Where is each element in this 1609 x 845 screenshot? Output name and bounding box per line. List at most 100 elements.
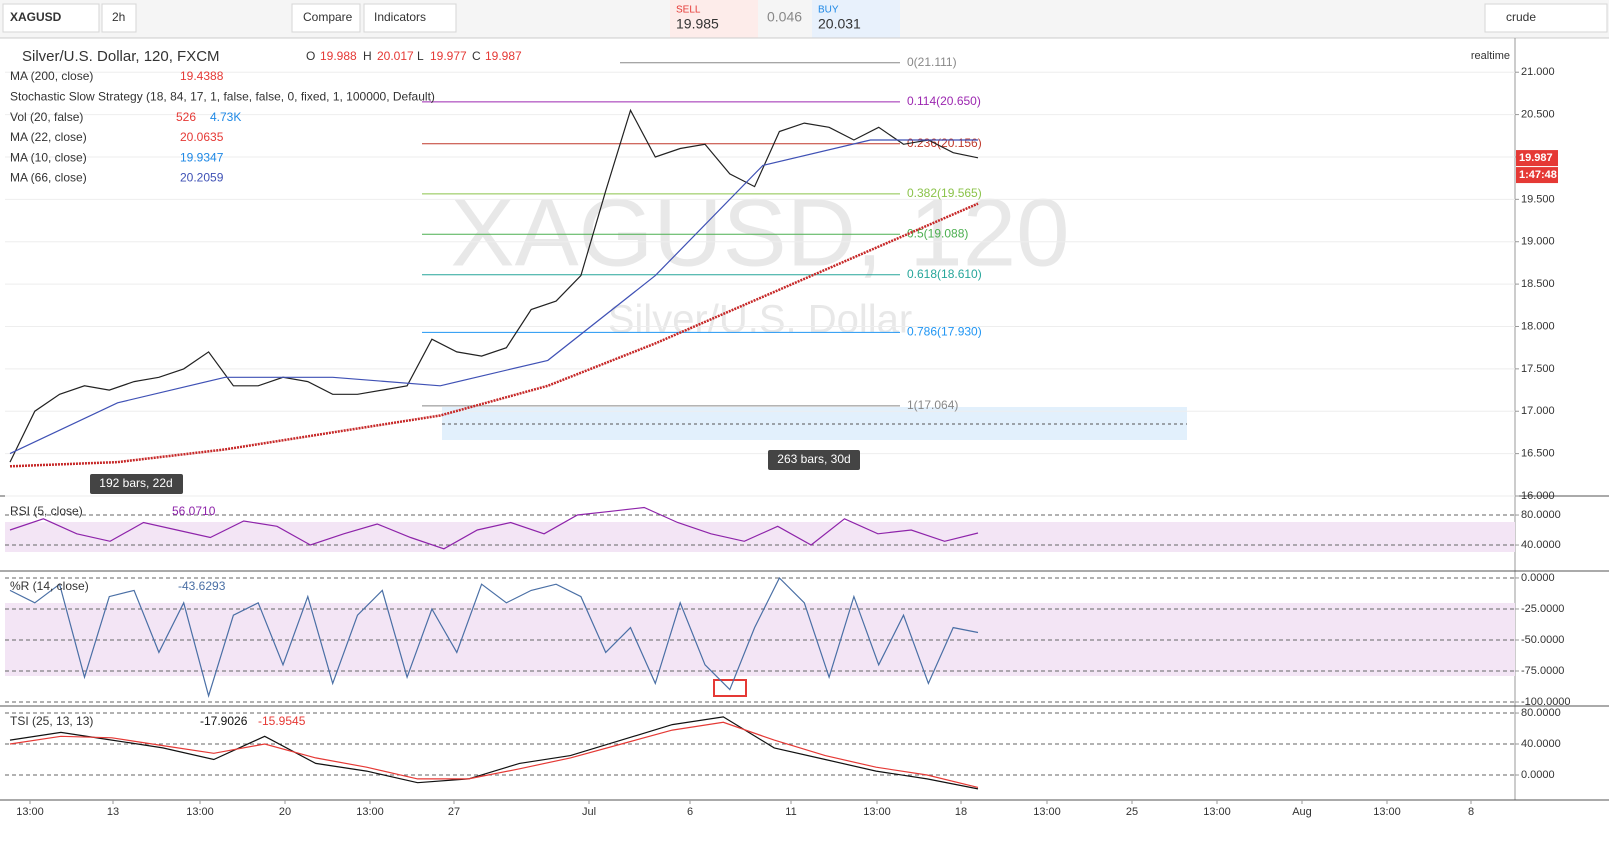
y-tick-label: 18.500 xyxy=(1521,278,1555,290)
measure-label: 263 bars, 30d xyxy=(777,452,850,466)
wr-band xyxy=(5,603,1515,676)
legend-name: MA (22, close) xyxy=(10,130,87,144)
symbol-box[interactable] xyxy=(2,3,100,33)
y-tick-label: -50.0000 xyxy=(1521,634,1564,646)
x-tick-label: 13:00 xyxy=(1203,806,1231,818)
rsi-band xyxy=(5,522,1515,552)
ohlc-key: L xyxy=(417,49,424,63)
compare: Compare xyxy=(303,10,353,24)
indicator-title: RSI (5, close) xyxy=(10,504,83,518)
fib-label: 0.5(19.088) xyxy=(907,226,968,240)
y-tick-label: 80.0000 xyxy=(1521,509,1561,521)
y-tick-label: -25.0000 xyxy=(1521,603,1564,615)
symbol: XAGUSD xyxy=(10,10,62,24)
realtime: realtime xyxy=(1471,50,1510,62)
x-tick-label: 13:00 xyxy=(863,806,891,818)
ohlc-key: C xyxy=(472,49,481,63)
countdown-badge xyxy=(1516,167,1558,184)
x-tick-label: 20 xyxy=(279,806,291,818)
fib-label: 0(21.111) xyxy=(907,55,957,69)
indicator-value: -43.6293 xyxy=(178,579,226,593)
y-tick-label: 20.500 xyxy=(1521,108,1555,120)
series-line xyxy=(9,716,979,790)
x-tick-label: 11 xyxy=(785,806,796,818)
watermark-symbol: XAGUSD, 120 xyxy=(451,179,1070,286)
series-line xyxy=(9,202,979,468)
sell-button[interactable] xyxy=(670,0,758,38)
indicator-value: -17.9026 xyxy=(200,714,248,728)
x-tick-label: 27 xyxy=(448,806,460,818)
toolbar xyxy=(0,0,1609,38)
ohlc-value: 19.988 xyxy=(320,49,357,63)
x-tick-label: 18 xyxy=(955,806,967,818)
legend-name: MA (66, close) xyxy=(10,171,87,185)
indicator-title: TSI (25, 13, 13) xyxy=(10,714,93,728)
watchlist: crude xyxy=(1506,10,1536,24)
legend-title: Silver/U.S. Dollar, 120, FXCM xyxy=(22,48,220,65)
fib-label: 0.786(17.930) xyxy=(907,325,982,339)
legend-value: 20.2059 xyxy=(180,171,224,185)
watermark-name: Silver/U.S. Dollar xyxy=(608,298,913,342)
compare-button[interactable] xyxy=(291,3,361,33)
buy-label: BUY xyxy=(818,5,839,16)
sell-price: 19.985 xyxy=(676,16,719,32)
ohlc-value: 19.977 xyxy=(430,49,467,63)
buy-button[interactable] xyxy=(812,0,900,38)
x-tick-label: Jul xyxy=(582,806,596,818)
legend-name: MA (200, close) xyxy=(10,69,93,83)
spread: 0.046 xyxy=(767,9,802,25)
fib-label: 0.618(18.610) xyxy=(907,267,982,281)
legend-name: Vol (20, false) xyxy=(10,110,83,124)
series-line xyxy=(9,506,979,550)
interval: 2h xyxy=(112,10,125,24)
x-tick-label: 8 xyxy=(1468,806,1474,818)
measure-badge xyxy=(90,474,183,494)
y-tick-label: -100.0000 xyxy=(1521,696,1571,708)
indicator-title: %R (14, close) xyxy=(10,579,89,593)
x-tick-label: 13:00 xyxy=(1033,806,1061,818)
x-tick-label: 13:00 xyxy=(16,806,44,818)
indicators-button[interactable] xyxy=(363,3,457,33)
ohlc-value: 19.987 xyxy=(485,49,522,63)
fib-label: 0.382(19.565) xyxy=(907,186,982,200)
ohlc-key: H xyxy=(363,49,372,63)
y-tick-label: 21.000 xyxy=(1521,66,1555,78)
y-tick-label: 19.000 xyxy=(1521,236,1555,248)
measure-label: 192 bars, 22d xyxy=(99,476,172,490)
legend-value: 4.73K xyxy=(210,110,241,124)
fib-label: 0.114(20.650) xyxy=(907,94,981,108)
x-tick-label: 13:00 xyxy=(186,806,214,818)
x-tick-label: 13 xyxy=(107,806,119,818)
indicator-value: 56.0710 xyxy=(172,504,216,518)
watchlist-tab[interactable] xyxy=(1484,3,1608,33)
x-tick-label: 13:00 xyxy=(356,806,384,818)
indicators: Indicators xyxy=(374,10,426,24)
interval-button[interactable] xyxy=(101,3,137,33)
x-tick-label: 25 xyxy=(1126,806,1138,818)
countdown: 1:47:48 xyxy=(1519,169,1557,181)
y-tick-label: -75.0000 xyxy=(1521,665,1564,677)
x-tick-label: 13:00 xyxy=(1373,806,1401,818)
series-line xyxy=(9,721,979,788)
y-tick-label: 17.000 xyxy=(1521,405,1555,417)
y-tick-label: 17.500 xyxy=(1521,363,1555,375)
last-price-badge xyxy=(1516,150,1558,167)
legend-name: Stochastic Slow Strategy (18, 84, 17, 1,… xyxy=(10,89,435,103)
y-tick-label: 16.000 xyxy=(1521,490,1555,502)
y-tick-label: 0.0000 xyxy=(1521,572,1555,584)
series-line xyxy=(9,576,979,698)
ohlc-key: O xyxy=(306,49,315,63)
sell-label: SELL xyxy=(676,5,701,16)
legend-name: MA (10, close) xyxy=(10,150,87,164)
ohlc-value: 20.017 xyxy=(377,49,414,63)
y-tick-label: 80.0000 xyxy=(1521,707,1561,719)
y-tick-label: 16.500 xyxy=(1521,448,1555,460)
legend-value: 526 xyxy=(176,110,196,124)
series-line xyxy=(9,108,979,463)
measure-badge xyxy=(768,450,860,470)
y-tick-label: 40.0000 xyxy=(1521,738,1561,750)
legend-value: 19.9347 xyxy=(180,150,224,164)
buy-price: 20.031 xyxy=(818,16,861,32)
